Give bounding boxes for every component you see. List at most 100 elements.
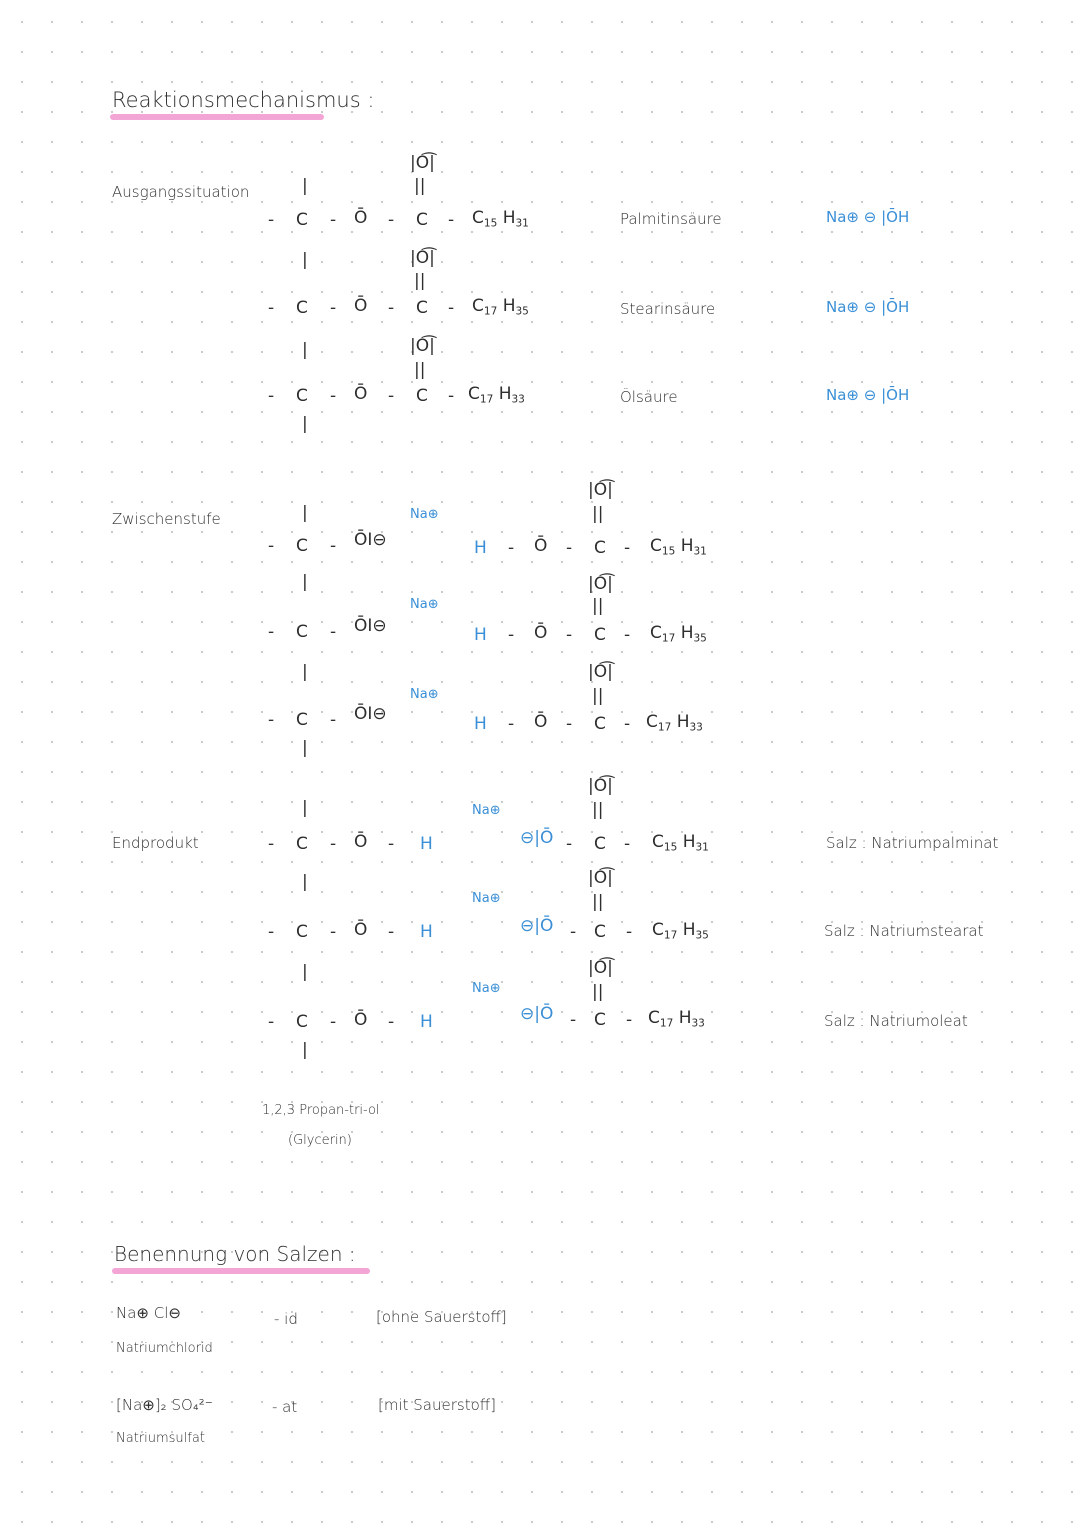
carbon-atom: C <box>296 922 308 942</box>
chain-h-label: H <box>682 832 696 852</box>
double-bond: || <box>592 982 604 1002</box>
sodium-ion: Na⊕ <box>410 507 439 522</box>
double-bond: || <box>592 504 604 524</box>
carbonyl-oxygen: |O͡| <box>588 662 613 682</box>
bond-dash: - <box>388 922 395 942</box>
carbon-atom: C <box>296 386 308 406</box>
double-bond: || <box>592 892 604 912</box>
alkyl-chain: C15 H31 <box>472 210 529 229</box>
chain-h-label: H <box>502 296 516 316</box>
carbon-atom: C <box>416 298 428 318</box>
chain-c-count: 17 <box>659 1017 674 1030</box>
chain-c-label: C <box>650 623 662 643</box>
bond-dash: - <box>268 710 275 730</box>
bond-dash: - <box>268 210 275 230</box>
chain-h-count: 31 <box>695 841 709 854</box>
chain-h-count: 35 <box>515 305 529 318</box>
double-bond: || <box>592 686 604 706</box>
bond-dash: - <box>268 386 275 406</box>
carbonyl-oxygen: |O͡| <box>410 248 435 268</box>
bond-dash: - <box>570 922 577 942</box>
alkyl-chain: C17 H33 <box>648 1010 705 1029</box>
carbon-atom: C <box>594 922 606 942</box>
oxygen-atom: Ō <box>534 536 548 556</box>
carbon-atom: C <box>296 710 308 730</box>
chain-h-count: 33 <box>511 393 525 406</box>
double-bond: || <box>414 360 426 380</box>
bond-dash: - <box>268 622 275 642</box>
alkyl-chain: C15 H31 <box>650 538 707 557</box>
carbon-atom: C <box>296 1012 308 1032</box>
carbonyl-oxygen: |O͡| <box>410 153 435 173</box>
sodium-hydroxide: Na⊕ ⊖ |ŌH <box>826 298 910 316</box>
chain-h-label: H <box>680 623 694 643</box>
bond-dash: - <box>330 834 337 854</box>
bond-dash: - <box>330 1012 337 1032</box>
chain-h-label: H <box>502 208 516 228</box>
alkoxide-oxygen: ŌI⊖ <box>354 616 387 636</box>
bond-dash: - <box>268 834 275 854</box>
carbon-atom: C <box>594 714 606 734</box>
carbon-atom: C <box>296 210 308 230</box>
carbon-atom: C <box>296 622 308 642</box>
bond-dash: - <box>330 210 337 230</box>
carbon-atom: C <box>416 386 428 406</box>
chain-h-label: H <box>676 712 690 732</box>
bond-dash: - <box>626 1010 633 1030</box>
bond-dash: - <box>624 625 631 645</box>
carboxylate-oxygen: ⊖|Ō <box>520 1004 554 1024</box>
glycerin-common-name: (Glycerin) <box>288 1133 352 1148</box>
bond: | <box>302 738 308 758</box>
bond-dash: - <box>388 1012 395 1032</box>
bond-dash: - <box>268 1012 275 1032</box>
salt-example-name: Natriumsulfat <box>116 1431 205 1446</box>
bond-dash: - <box>566 834 573 854</box>
chain-c-label: C <box>648 1008 660 1028</box>
chain-c-label: C <box>650 536 662 556</box>
chain-c-label: C <box>652 832 664 852</box>
bond: | <box>302 962 308 982</box>
alkoxide-oxygen: ŌI⊖ <box>354 530 387 550</box>
bond-dash: - <box>626 922 633 942</box>
bond-dash: - <box>330 710 337 730</box>
bond-dash: - <box>566 538 573 558</box>
chain-h-label: H <box>498 384 512 404</box>
bond-dash: - <box>508 625 515 645</box>
bond-dash: - <box>388 210 395 230</box>
chain-c-label: C <box>646 712 658 732</box>
bond-dash: - <box>268 922 275 942</box>
chain-h-label: H <box>678 1008 692 1028</box>
oxygen-atom: Ō <box>354 832 368 852</box>
hydrogen-atom: H <box>474 714 487 734</box>
bond-dash: - <box>330 622 337 642</box>
bond-dash: - <box>330 298 337 318</box>
alkyl-chain: C17 H33 <box>646 714 703 733</box>
carbon-atom: C <box>296 834 308 854</box>
chain-h-label: H <box>680 536 694 556</box>
salt-formula: Na⊕ Cl⊖ <box>116 1304 181 1322</box>
sodium-hydroxide: Na⊕ ⊖ |ŌH <box>826 386 910 404</box>
title-highlight <box>110 114 324 120</box>
sodium-ion: Na⊕ <box>472 803 501 818</box>
suffix-note: [mit Sauerstoff] <box>378 1396 496 1414</box>
section-label-intermediate: Zwischenstufe <box>112 510 221 528</box>
double-bond: || <box>592 596 604 616</box>
bond-dash: - <box>624 834 631 854</box>
bond-dash: - <box>330 922 337 942</box>
hydrogen-atom: H <box>420 1012 433 1032</box>
oxygen-atom: Ō <box>354 296 368 316</box>
carbonyl-oxygen: |O͡| <box>588 868 613 888</box>
bond: | <box>302 572 308 592</box>
oxygen-atom: Ō <box>354 384 368 404</box>
glycerin-name: 1,2,3 Propan-tri-ol <box>262 1103 380 1118</box>
chain-c-count: 17 <box>661 632 676 645</box>
sodium-ion: Na⊕ <box>410 687 439 702</box>
alkyl-chain: C17 H35 <box>472 298 529 317</box>
salt-name: Salz : Natriumoleat <box>824 1012 968 1030</box>
chain-h-count: 33 <box>691 1017 705 1030</box>
carbon-atom: C <box>594 625 606 645</box>
carbon-atom: C <box>594 834 606 854</box>
chain-h-label: H <box>682 920 696 940</box>
section-label-start: Ausgangssituation <box>112 183 250 201</box>
double-bond: || <box>592 800 604 820</box>
